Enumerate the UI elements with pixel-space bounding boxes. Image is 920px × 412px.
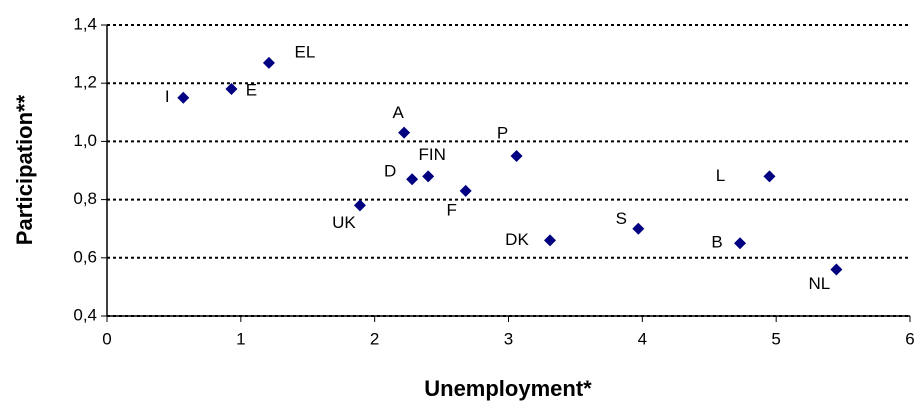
point [422, 170, 435, 183]
point [398, 126, 411, 139]
y-tick-label: 1,4 [73, 14, 97, 33]
point-label: I [165, 87, 170, 106]
point [177, 91, 190, 104]
point [510, 149, 523, 162]
y-tick-label: 0,8 [73, 189, 97, 208]
point-label: A [392, 103, 404, 122]
y-tick-label: 0,4 [73, 305, 97, 324]
point [406, 173, 419, 186]
point-label: UK [332, 213, 356, 232]
x-tick-label: 5 [771, 329, 780, 348]
x-tick-label: 4 [638, 329, 647, 348]
point-label: P [497, 123, 508, 142]
point [763, 170, 776, 183]
x-tick-label: 3 [504, 329, 513, 348]
x-tick-label: 2 [370, 329, 379, 348]
point [353, 199, 366, 212]
point [262, 56, 275, 69]
point [830, 263, 843, 276]
point-label: E [246, 81, 257, 100]
y-tick-label: 1,2 [73, 73, 97, 92]
point [734, 237, 747, 250]
point-label: B [711, 233, 722, 252]
point [543, 234, 556, 247]
point-label: DK [505, 230, 529, 249]
point-label: L [716, 166, 725, 185]
x-tick-label: 6 [905, 329, 914, 348]
y-tick-label: 0,6 [73, 247, 97, 266]
point-label: EL [295, 42, 316, 61]
y-tick-label: 1,0 [73, 131, 97, 150]
x-tick-label: 0 [102, 329, 111, 348]
point [632, 222, 645, 235]
point-label: FIN [419, 145, 446, 164]
y-axis-title: Participation** [12, 94, 37, 245]
point-label: S [616, 209, 627, 228]
point-label: D [384, 162, 396, 181]
point [459, 184, 472, 197]
x-tick-label: 1 [236, 329, 245, 348]
x-axis-title: Unemployment* [424, 376, 592, 401]
point [225, 83, 238, 96]
point-label: F [446, 200, 456, 219]
point-label: NL [809, 274, 831, 293]
